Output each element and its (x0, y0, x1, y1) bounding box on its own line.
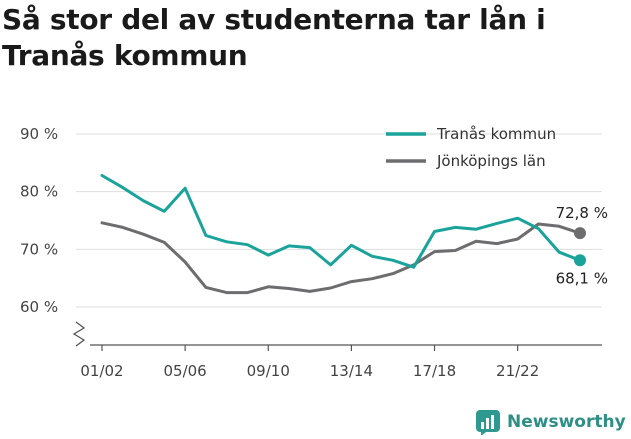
y-axis-tick-labels: 90 % 80 % 70 % 60 % (20, 125, 58, 316)
x-tick-label: 13/14 (330, 362, 373, 380)
x-axis (72, 321, 602, 347)
axis-break-symbol (72, 321, 86, 347)
end-marker-jonkopings-lan (574, 227, 586, 240)
chart-title: Så stor del av studenterna tar lån i Tra… (2, 3, 546, 72)
series-line-tranas-kommun (100, 174, 582, 269)
newsworthy-logo-icon (476, 410, 500, 435)
y-tick-label: 80 % (20, 183, 58, 201)
y-tick-label: 60 % (20, 298, 58, 316)
x-tick-label: 09/10 (247, 362, 290, 380)
end-label-jonkopings-lan: 72,8 % (556, 204, 608, 222)
x-tick-label: 01/02 (80, 362, 123, 380)
y-tick-label: 70 % (20, 240, 58, 258)
y-tick-label: 90 % (20, 125, 58, 143)
series-lines (100, 174, 582, 295)
x-tick-label: 05/06 (164, 362, 207, 380)
x-tick-label: 21/22 (496, 362, 539, 380)
series-line-jonkopings-lan (100, 221, 582, 295)
legend-label: Tranås kommun (436, 125, 556, 143)
x-axis-tick-labels: 01/02 05/06 09/10 13/14 17/18 21/22 (80, 345, 539, 380)
x-tick-label: 17/18 (413, 362, 456, 380)
series-end-markers: 68,1 % 72,8 % (556, 204, 608, 287)
legend-label: Jönköpings län (436, 152, 546, 170)
newsworthy-logo-text: Newsworthy (507, 412, 626, 432)
end-label-tranas-kommun: 68,1 % (556, 269, 608, 287)
grid-lines (76, 133, 602, 308)
legend: Tranås kommun Jönköpings län (386, 125, 556, 170)
end-marker-tranas-kommun (574, 254, 586, 267)
newsworthy-logo[interactable]: Newsworthy (475, 408, 626, 436)
